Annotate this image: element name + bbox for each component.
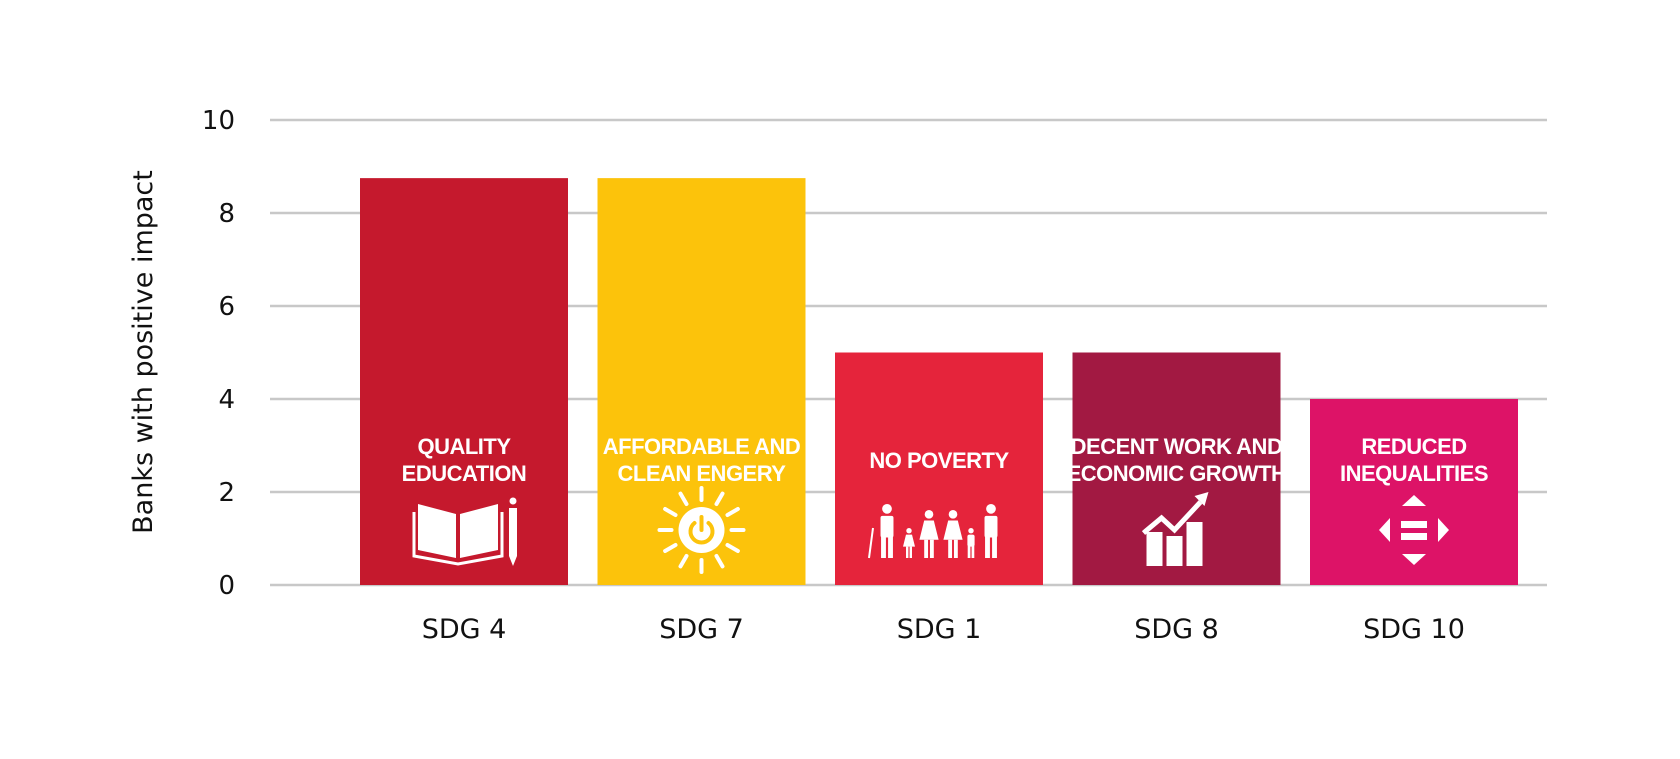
y-tick-label: 2 xyxy=(218,478,235,508)
y-tick-label: 4 xyxy=(218,385,235,415)
x-tick-label: SDG 8 xyxy=(1134,614,1219,645)
x-tick-label: SDG 1 xyxy=(897,614,982,645)
y-tick-label: 8 xyxy=(218,199,235,229)
bar-title-line: QUALITY xyxy=(417,434,511,459)
bar-title-line: REDUCED xyxy=(1361,434,1466,459)
bar-title-line: INEQUALITIES xyxy=(1340,461,1488,486)
x-axis-ticks: SDG 4 SDG 7 SDG 1 SDG 8 SDG 10 xyxy=(422,614,1465,645)
y-axis-ticks: 0 2 4 6 8 10 xyxy=(202,106,235,601)
book-pencil-icon xyxy=(412,497,517,566)
bar-sdg-1: NO POVERTY xyxy=(835,352,1043,585)
bar-title-line: AFFORDABLE AND xyxy=(603,434,801,459)
inequality-arrows-icon xyxy=(1379,495,1449,565)
bar-title-line: CLEAN ENGERY xyxy=(618,461,787,486)
y-tick-label: 0 xyxy=(218,571,235,601)
y-axis-title: Banks with positive impact xyxy=(128,170,159,534)
x-tick-label: SDG 10 xyxy=(1363,614,1465,645)
growth-chart-icon xyxy=(1141,492,1209,566)
sun-power-icon xyxy=(657,486,746,574)
bar-title-line: NO POVERTY xyxy=(869,448,1009,473)
x-tick-label: SDG 4 xyxy=(422,614,507,645)
bar-title-line: ECONOMIC GROWTH xyxy=(1067,461,1287,486)
family-icon xyxy=(868,504,998,559)
x-tick-label: SDG 7 xyxy=(659,614,744,645)
y-tick-label: 10 xyxy=(202,106,235,136)
bar-title-line: EDUCATION xyxy=(402,461,527,486)
y-tick-label: 6 xyxy=(218,292,235,322)
bar-title-line: DECENT WORK AND xyxy=(1071,434,1283,459)
